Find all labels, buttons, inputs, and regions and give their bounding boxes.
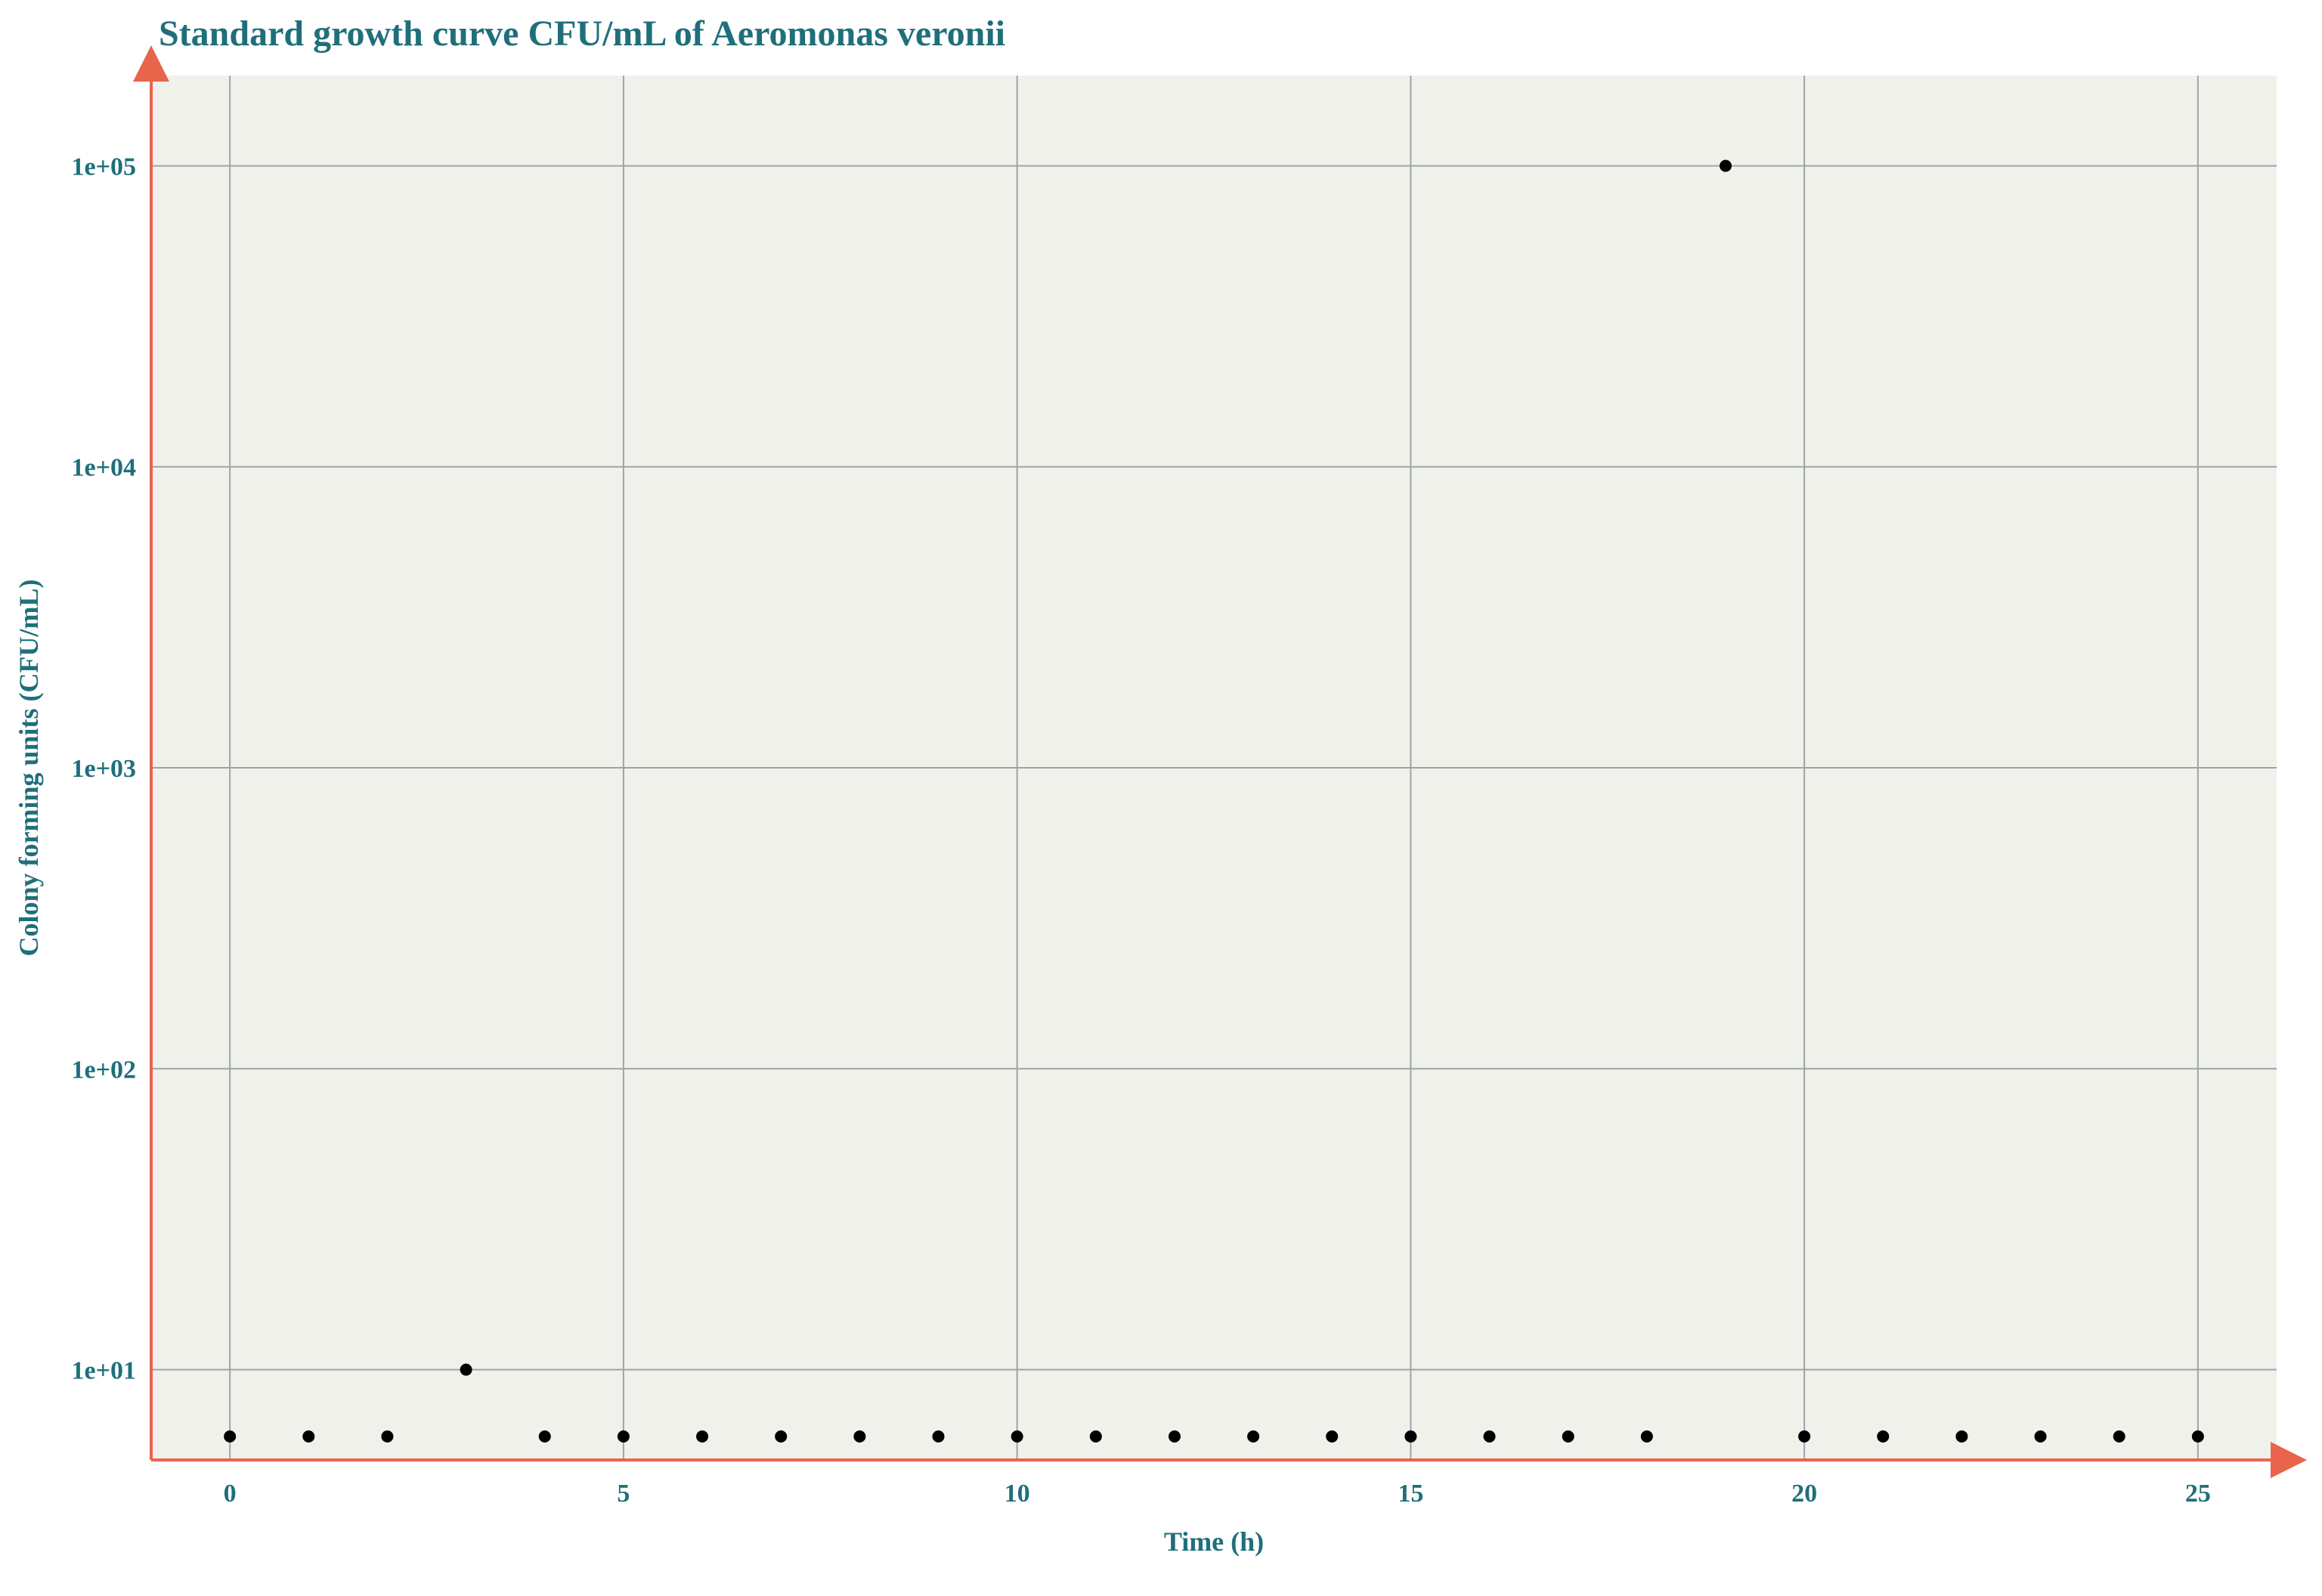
y-tick-label: 1e+01	[72, 1357, 136, 1385]
growth-curve-chart: 0 5 10 15 20 25 1e+01 1e+02 1e+03 1e+04 1e+05 Time …	[0, 0, 2322, 1596]
data-point	[302, 1431, 314, 1443]
y-tick-label: 1e+05	[72, 153, 136, 181]
x-tick-label: 5	[617, 1480, 630, 1508]
data-point	[1090, 1431, 1102, 1443]
data-point	[224, 1431, 236, 1443]
x-tick-label: 15	[1398, 1480, 1423, 1508]
data-point	[1404, 1431, 1416, 1443]
data-point	[2192, 1431, 2204, 1443]
x-tick-label: 20	[1791, 1480, 1817, 1508]
data-point	[618, 1431, 630, 1443]
x-tick-label: 25	[2185, 1480, 2211, 1508]
data-point	[1720, 159, 1732, 172]
data-point	[2035, 1431, 2047, 1443]
data-point	[1247, 1431, 1259, 1443]
x-tick-label: 0	[224, 1480, 237, 1508]
data-point	[853, 1431, 865, 1443]
data-point	[696, 1431, 708, 1443]
data-point	[1326, 1431, 1338, 1443]
y-tick-label: 1e+02	[72, 1056, 136, 1084]
x-axis-label: Time (h)	[1164, 1526, 1264, 1557]
chart-container: 0 5 10 15 20 25 1e+01 1e+02 1e+03 1e+04 1e+05 Time …	[0, 0, 2322, 1596]
data-point	[1169, 1431, 1181, 1443]
data-point	[1641, 1431, 1653, 1443]
data-point	[1484, 1431, 1496, 1443]
y-tick-label: 1e+04	[72, 454, 136, 482]
data-point	[1955, 1431, 1968, 1443]
y-axis-label: Colony forming units (CFU/mL)	[14, 579, 44, 956]
data-point	[1011, 1431, 1023, 1443]
data-point	[1877, 1431, 1889, 1443]
data-point	[932, 1431, 944, 1443]
chart-title: Standard growth curve CFU/mL of Aeromona…	[159, 14, 1005, 54]
data-point	[381, 1431, 393, 1443]
data-point	[1798, 1431, 1810, 1443]
x-tick-label: 10	[1005, 1480, 1030, 1508]
data-point	[2113, 1431, 2125, 1443]
y-tick-label: 1e+03	[72, 755, 136, 783]
data-point	[460, 1364, 472, 1376]
data-point	[539, 1431, 551, 1443]
data-point	[1562, 1431, 1574, 1443]
data-point	[775, 1431, 787, 1443]
